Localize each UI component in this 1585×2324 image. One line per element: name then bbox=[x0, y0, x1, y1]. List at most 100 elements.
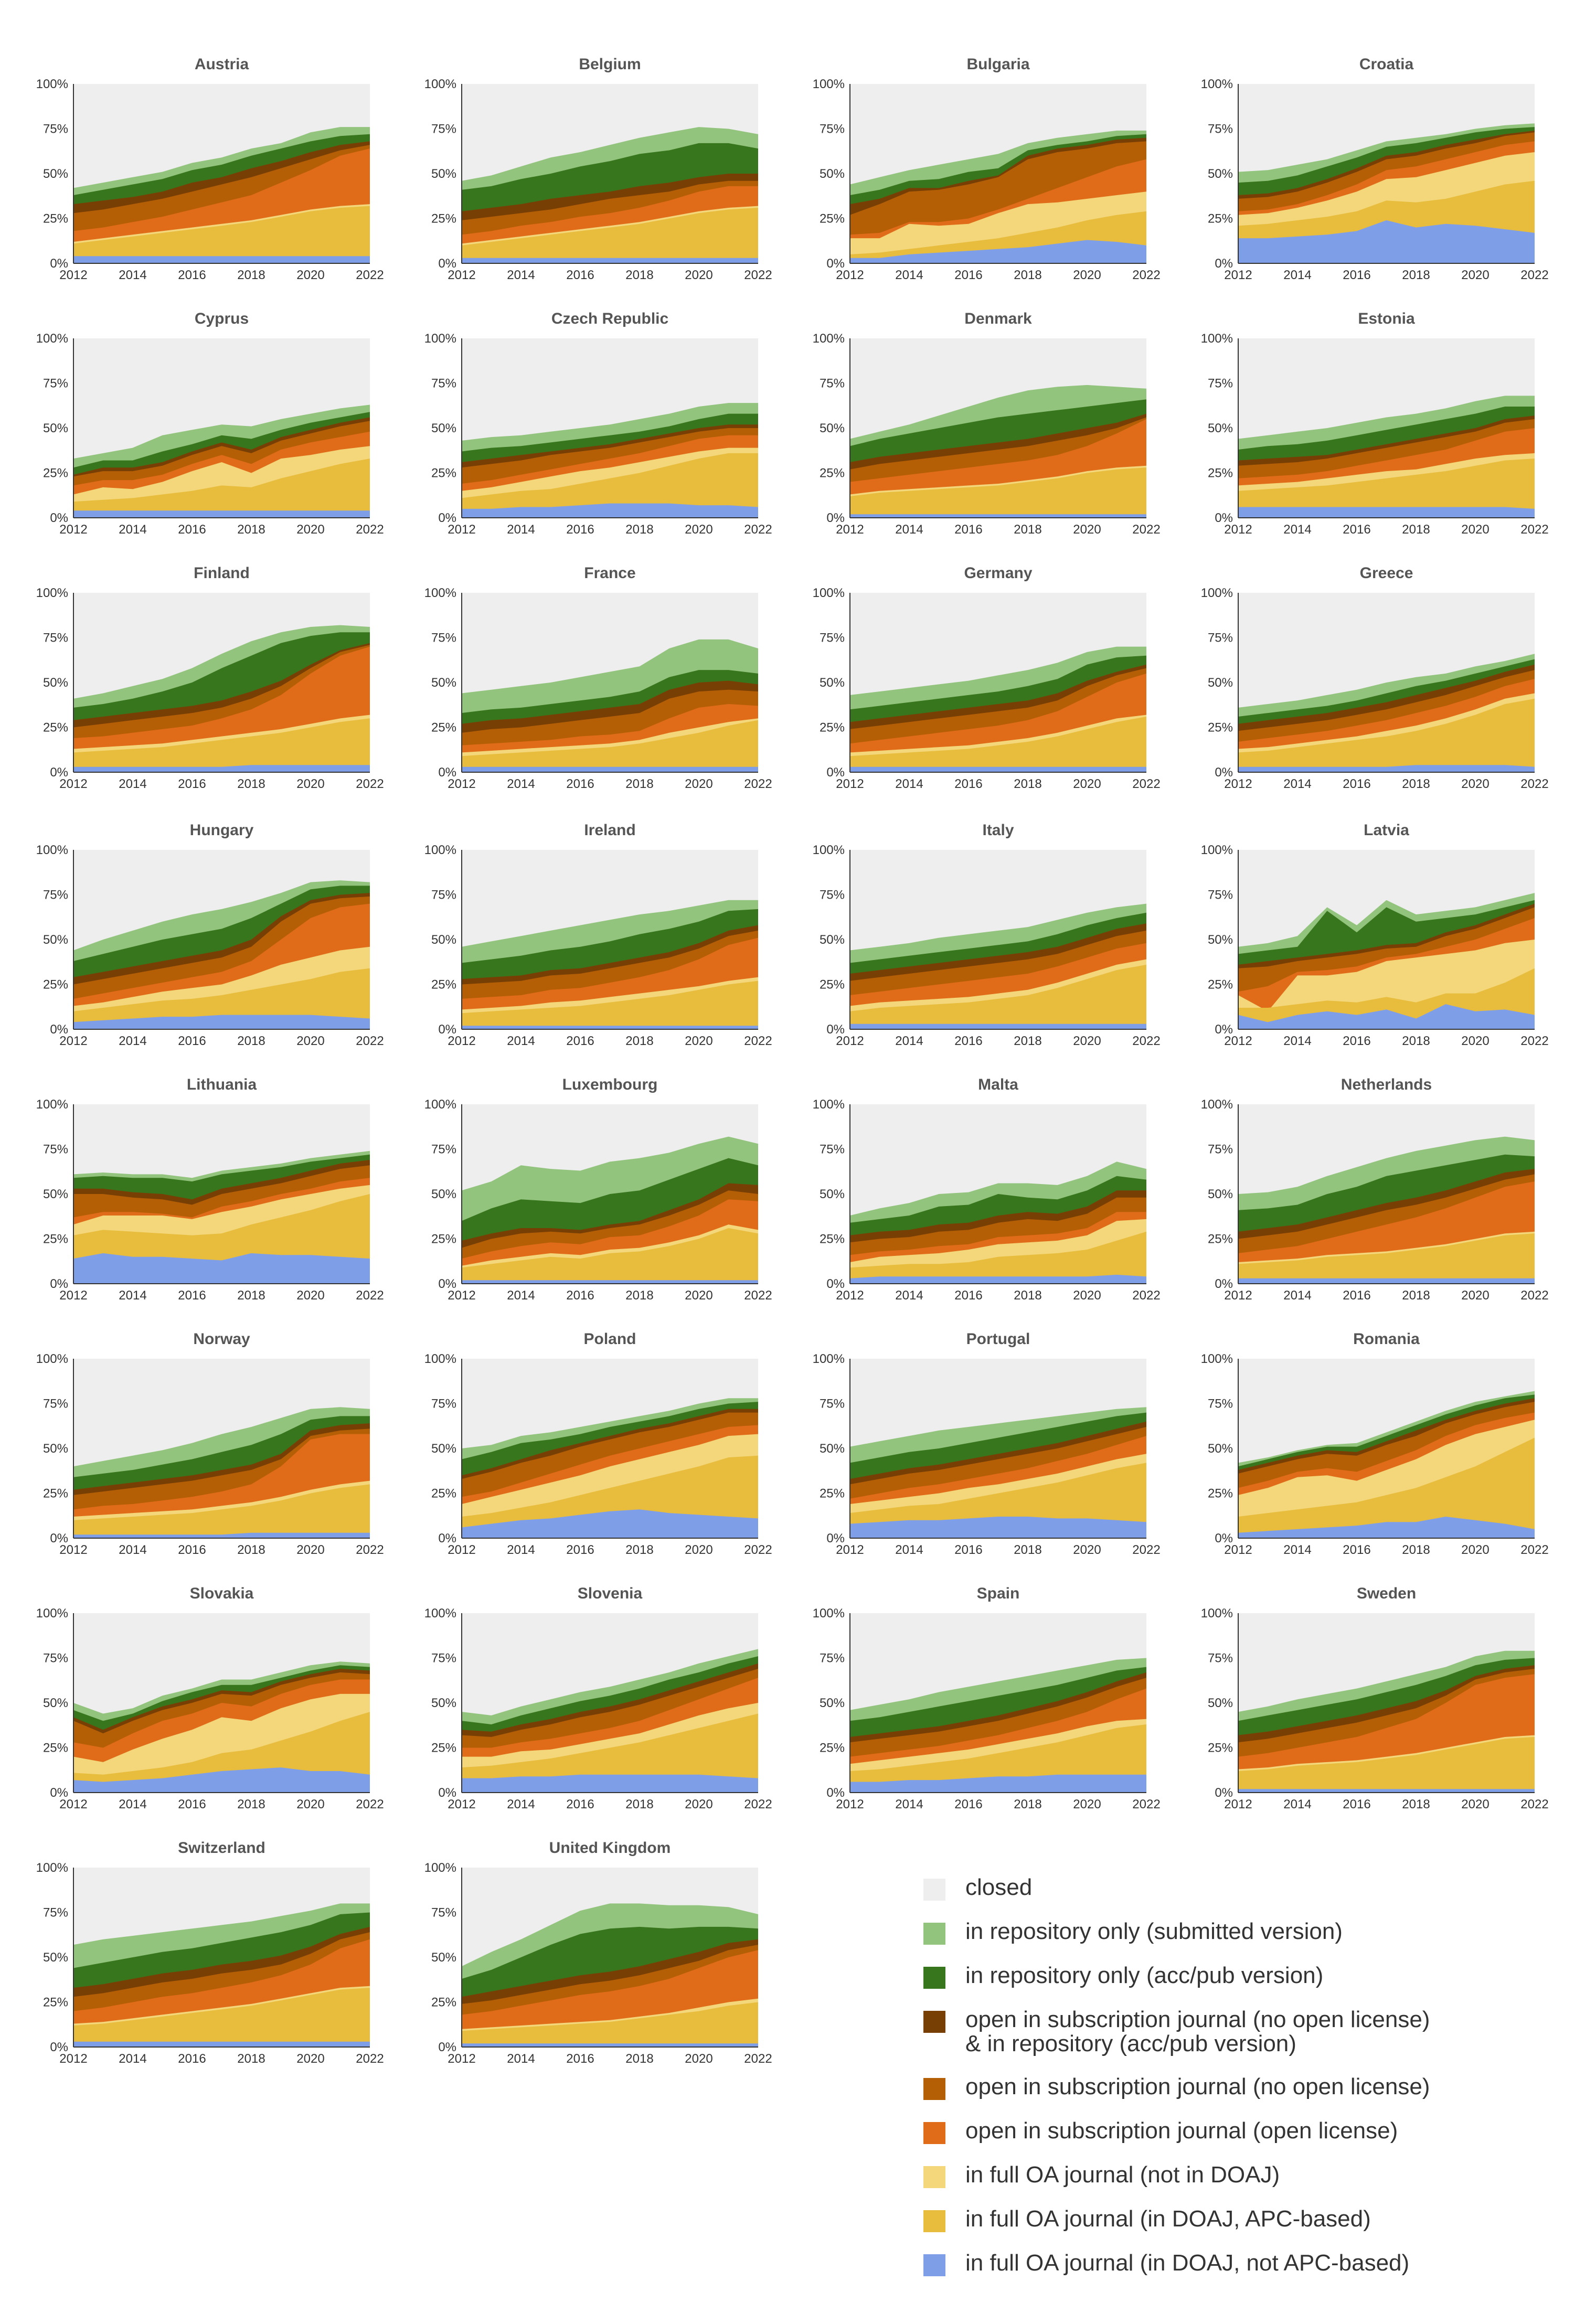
area-doaj-apc bbox=[73, 206, 370, 263]
area-doaj-diamond bbox=[73, 2041, 370, 2047]
y-tick-label: 100% bbox=[1201, 586, 1233, 600]
x-tick-label: 2020 bbox=[1073, 777, 1101, 791]
y-tick-label: 0% bbox=[438, 511, 456, 525]
y-tick-label: 0% bbox=[1215, 1786, 1233, 1800]
x-tick-label: 2022 bbox=[744, 2052, 772, 2066]
x-tick-label: 2016 bbox=[566, 268, 594, 282]
chart-panel-germany: Germany 0% 25% 50% 75% 100% 2012 2014 2016 2018 20… bbox=[787, 551, 1175, 797]
y-tick-label: 100% bbox=[36, 1352, 68, 1366]
x-tick-label: 2012 bbox=[1224, 523, 1252, 537]
x-tick-label: 2022 bbox=[356, 1543, 384, 1557]
y-tick-label: 75% bbox=[43, 888, 68, 902]
x-tick-label: 2012 bbox=[448, 2052, 475, 2066]
chart-panel-luxembourg: Luxembourg 0% 25% 50% 75% 100% 2012 2014 2016 201… bbox=[399, 1062, 787, 1309]
chart-title: Denmark bbox=[964, 310, 1032, 327]
area-doaj-diamond bbox=[850, 1024, 1146, 1029]
legend-item-doaj-diamond: in full OA journal (in DOAJ, not APC-bas… bbox=[923, 2251, 1574, 2276]
x-tick-label: 2020 bbox=[685, 777, 712, 791]
chart-title: Belgium bbox=[579, 56, 641, 73]
x-tick-label: 2022 bbox=[1520, 1543, 1548, 1557]
chart-svg: Hungary 0% 25% 50% 75% 100% 2012 2014 2016 2018 20… bbox=[36, 822, 384, 1048]
area-doaj-apc bbox=[73, 1988, 370, 2047]
chart-title: Czech Republic bbox=[551, 310, 668, 327]
y-tick-label: 50% bbox=[431, 1950, 456, 1965]
chart-panel-finland: Finland 0% 25% 50% 75% 100% 2012 2014 2016 2018 20… bbox=[10, 551, 399, 797]
x-tick-label: 2018 bbox=[1014, 1543, 1041, 1557]
y-tick-label: 25% bbox=[820, 1741, 845, 1755]
chart-title: Bulgaria bbox=[966, 56, 1029, 73]
x-tick-label: 2014 bbox=[1283, 523, 1311, 537]
x-tick-label: 2022 bbox=[744, 268, 772, 282]
y-tick-label: 25% bbox=[1208, 978, 1233, 992]
y-tick-label: 75% bbox=[820, 1143, 845, 1157]
legend-label: open in subscription journal (open licen… bbox=[965, 2118, 1398, 2144]
x-tick-label: 2022 bbox=[356, 2052, 384, 2066]
legend-label: in repository only (submitted version) bbox=[965, 1918, 1343, 1944]
x-tick-label: 2016 bbox=[1343, 1797, 1370, 1811]
x-tick-label: 2020 bbox=[685, 1288, 712, 1303]
chart-title: France bbox=[584, 564, 635, 582]
area-doaj-diamond bbox=[850, 240, 1146, 263]
legend-label: in full OA journal (in DOAJ, APC-based) bbox=[965, 2206, 1371, 2232]
chart-svg: Greece 0% 25% 50% 75% 100% 2012 2014 2016 2018 202… bbox=[1201, 564, 1549, 791]
chart-panel-croatia: Croatia 0% 25% 50% 75% 100% 2012 2014 2016 2018 20… bbox=[1175, 42, 1563, 289]
x-tick-label: 2012 bbox=[1224, 777, 1252, 791]
x-tick-label: 2012 bbox=[1224, 1288, 1252, 1303]
area-doaj-apc bbox=[850, 717, 1146, 772]
x-tick-label: 2016 bbox=[178, 1797, 206, 1811]
y-tick-label: 0% bbox=[438, 1786, 456, 1800]
y-tick-label: 100% bbox=[813, 1097, 845, 1112]
x-tick-label: 2014 bbox=[895, 1288, 923, 1303]
y-tick-label: 75% bbox=[431, 1906, 456, 1920]
area-doaj-diamond bbox=[73, 1015, 370, 1029]
area-doaj-apc bbox=[1238, 698, 1535, 772]
area-doaj-diamond bbox=[73, 1253, 370, 1284]
area-doaj-diamond bbox=[1238, 220, 1535, 263]
legend-item-hybrid-free: open in subscription journal (no open li… bbox=[923, 2075, 1574, 2100]
y-tick-label: 100% bbox=[424, 1861, 456, 1875]
y-tick-label: 50% bbox=[820, 421, 845, 435]
legend-item-doaj-apc: in full OA journal (in DOAJ, APC-based) bbox=[923, 2207, 1574, 2232]
y-tick-label: 25% bbox=[43, 1996, 68, 2010]
y-tick-label: 50% bbox=[1208, 167, 1233, 181]
y-tick-label: 75% bbox=[1208, 377, 1233, 391]
area-doaj-diamond bbox=[462, 766, 758, 772]
y-tick-label: 50% bbox=[43, 1187, 68, 1201]
x-tick-label: 2014 bbox=[119, 1543, 146, 1557]
x-tick-label: 2012 bbox=[59, 268, 87, 282]
chart-panel-czech-republic: Czech Republic 0% 25% 50% 75% 100% 2012 2014 201… bbox=[399, 296, 787, 543]
y-tick-label: 25% bbox=[431, 1996, 456, 2010]
legend-label: open in subscription journal (no open li… bbox=[965, 2074, 1430, 2099]
legend-item-repo-accpub: in repository only (acc/pub version) bbox=[923, 1964, 1574, 1989]
y-tick-label: 50% bbox=[431, 167, 456, 181]
chart-title: Ireland bbox=[584, 822, 635, 839]
y-tick-label: 0% bbox=[1215, 1531, 1233, 1545]
chart-title: Estonia bbox=[1358, 310, 1415, 327]
chart-panel-slovenia: Slovenia 0% 25% 50% 75% 100% 2012 2014 2016 2018 2… bbox=[399, 1571, 787, 1818]
x-tick-label: 2020 bbox=[296, 268, 324, 282]
y-tick-label: 25% bbox=[431, 1232, 456, 1246]
y-tick-label: 75% bbox=[820, 888, 845, 902]
y-tick-label: 75% bbox=[431, 888, 456, 902]
legend-item-closed: closed bbox=[923, 1875, 1574, 1901]
area-doaj-diamond bbox=[462, 1026, 758, 1029]
y-tick-label: 0% bbox=[50, 257, 68, 271]
y-tick-label: 100% bbox=[424, 843, 456, 857]
y-tick-label: 75% bbox=[431, 377, 456, 391]
chart-panel-bulgaria: Bulgaria 0% 25% 50% 75% 100% 2012 2014 2016 2018 2… bbox=[787, 42, 1175, 289]
x-tick-label: 2022 bbox=[744, 777, 772, 791]
x-tick-label: 2014 bbox=[1283, 1034, 1311, 1048]
x-tick-label: 2018 bbox=[625, 777, 653, 791]
x-tick-label: 2020 bbox=[296, 523, 324, 537]
x-tick-label: 2020 bbox=[685, 2052, 712, 2066]
y-tick-label: 50% bbox=[43, 1442, 68, 1456]
x-tick-label: 2018 bbox=[625, 1543, 653, 1557]
chart-title: Slovenia bbox=[578, 1585, 643, 1602]
x-tick-label: 2018 bbox=[625, 2052, 653, 2066]
chart-svg: Belgium 0% 25% 50% 75% 100% 2012 2014 2016 2018 20… bbox=[424, 56, 772, 282]
x-tick-label: 2020 bbox=[1461, 777, 1489, 791]
x-tick-label: 2012 bbox=[448, 1543, 475, 1557]
x-tick-label: 2014 bbox=[1283, 268, 1311, 282]
legend-item-hybrid-open: open in subscription journal (open licen… bbox=[923, 2119, 1574, 2144]
x-tick-label: 2022 bbox=[744, 1034, 772, 1048]
